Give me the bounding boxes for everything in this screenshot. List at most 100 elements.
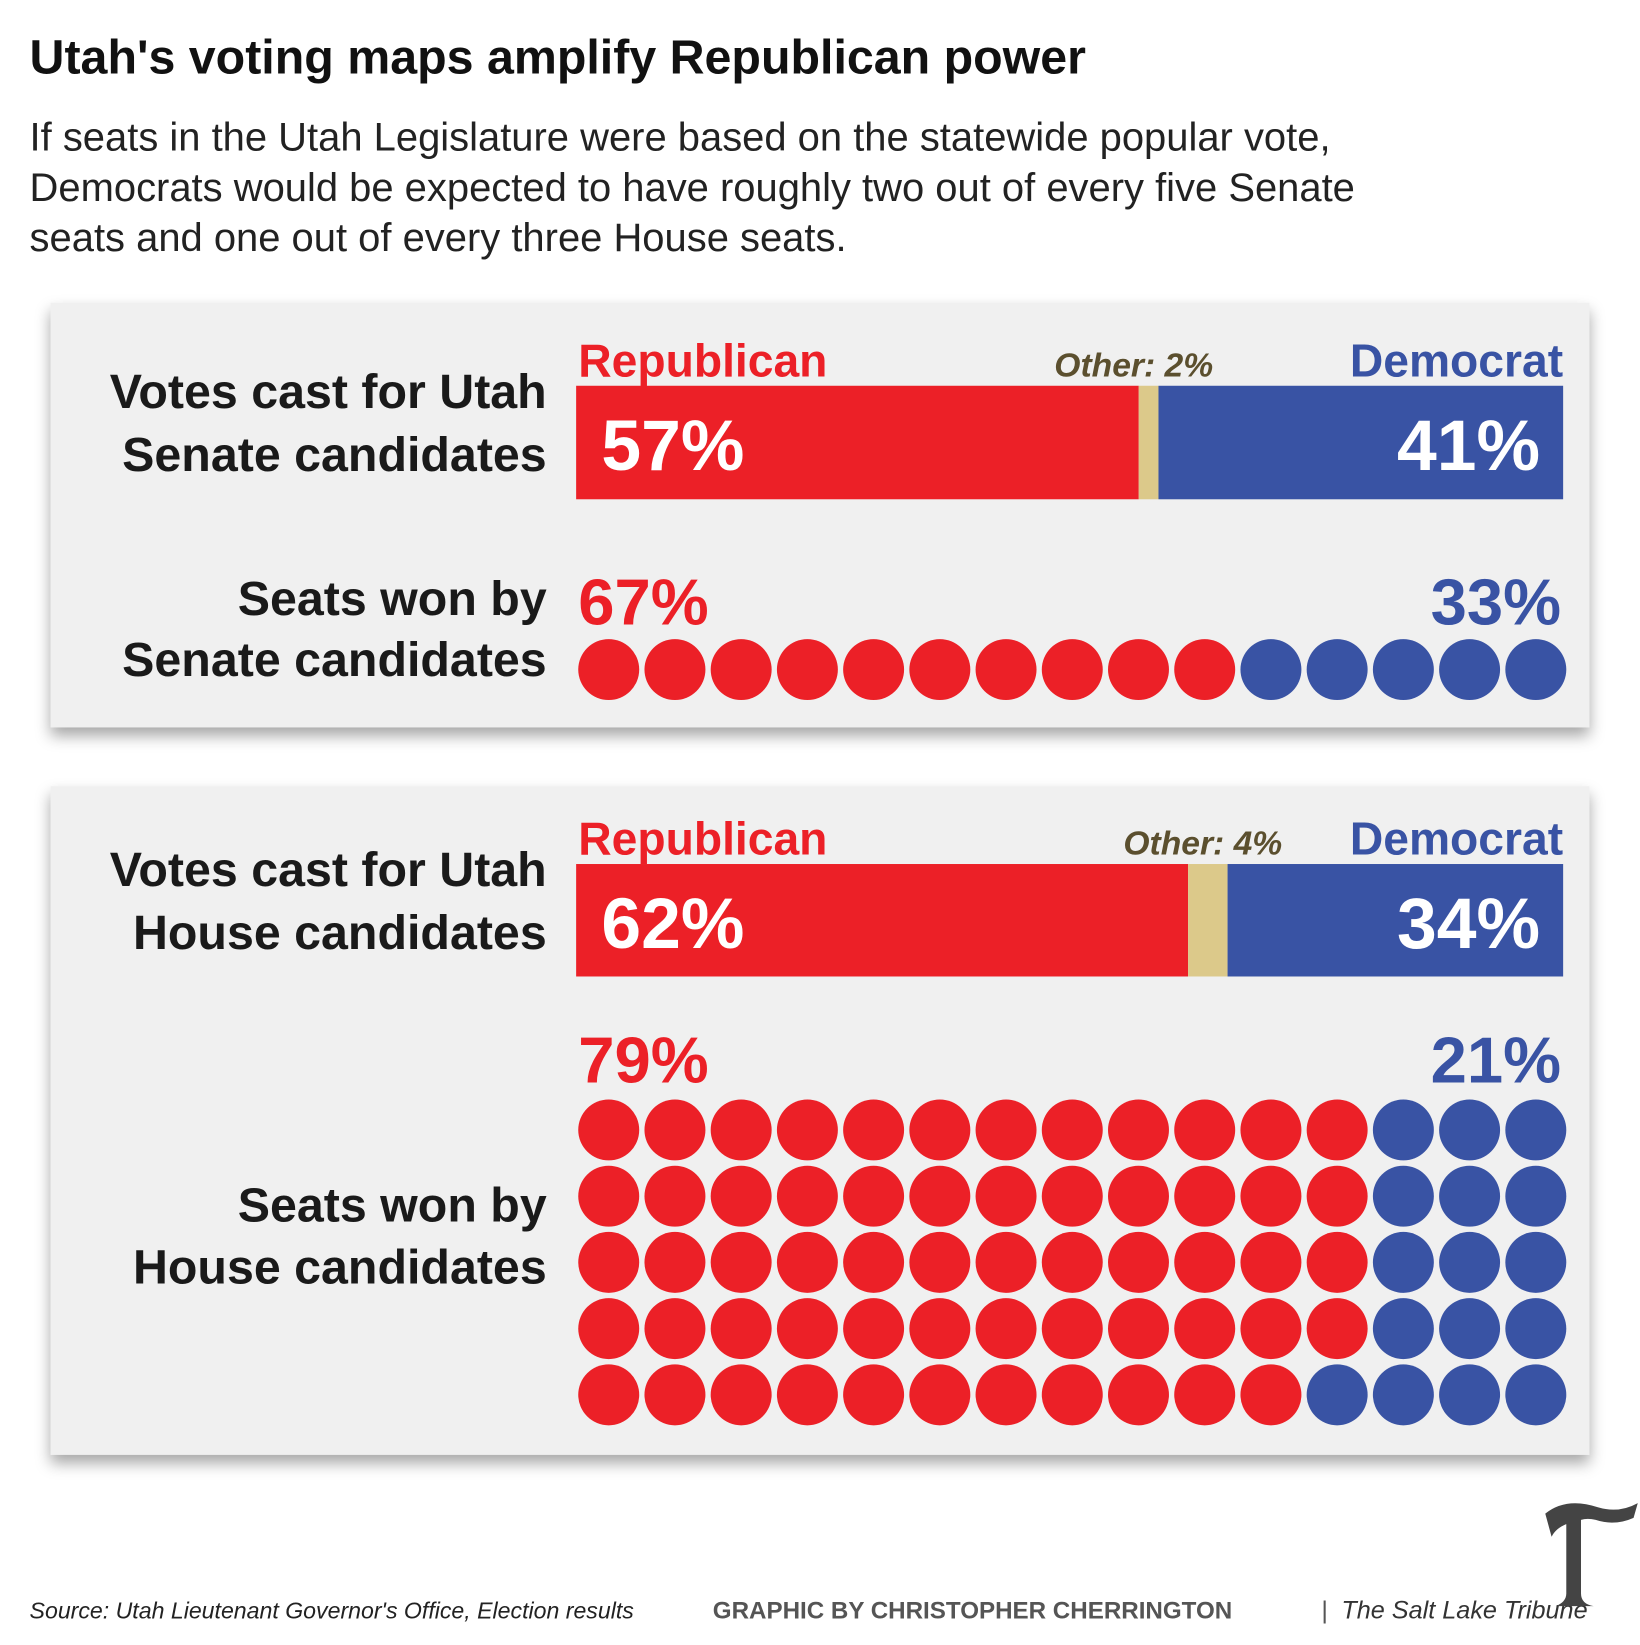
value-label: 62%	[601, 884, 744, 964]
seat-dot	[975, 1231, 1037, 1293]
bar-segment	[576, 864, 1189, 977]
seat-dot	[710, 1364, 772, 1426]
value-label: 21%	[1431, 1024, 1561, 1097]
seat-dot	[578, 1231, 640, 1293]
value-label: 33%	[1431, 565, 1561, 638]
publication: The Salt Lake Tribune	[1341, 1597, 1587, 1625]
seat-dot	[843, 1231, 905, 1293]
legend-label: Democrat	[1350, 813, 1563, 865]
seat-dot	[1240, 1231, 1302, 1293]
seat-dot	[1372, 1099, 1434, 1161]
legend-label: Republican	[578, 813, 827, 865]
seat-dot	[776, 1165, 838, 1227]
seat-dot	[1108, 1298, 1169, 1360]
row-label: Votes cast for Utah	[110, 843, 547, 897]
seat-dot	[710, 1099, 772, 1161]
row-label: Seats won by	[238, 572, 547, 626]
bar-segment	[1188, 864, 1228, 977]
value-label: 34%	[1397, 884, 1540, 964]
seat-dot	[909, 1298, 971, 1360]
seat-dot	[1240, 1364, 1302, 1426]
subtitle-line: Democrats would be expected to have roug…	[30, 166, 1355, 210]
seat-dot	[710, 1231, 772, 1293]
seat-dot	[1041, 1099, 1103, 1161]
row-label: Seats won by	[238, 1178, 547, 1232]
seat-dot	[1240, 1165, 1302, 1227]
seat-dot	[1439, 1364, 1501, 1426]
seat-dot	[578, 1298, 640, 1360]
seat-dot	[1174, 1231, 1236, 1293]
seat-dot	[975, 1298, 1037, 1360]
seat-dot	[1306, 1165, 1368, 1227]
seat-dot	[1240, 1298, 1302, 1360]
seat-dot	[1041, 639, 1103, 701]
row-label: Senate candidates	[122, 428, 547, 482]
seat-dot	[776, 1364, 838, 1426]
seat-dot	[644, 1165, 706, 1227]
source: Source: Utah Lieutenant Governor's Offic…	[30, 1598, 635, 1624]
row-label: House candidates	[133, 906, 547, 960]
seat-dot	[1041, 1298, 1103, 1360]
seat-dot	[710, 1298, 772, 1360]
seat-dot	[1505, 1231, 1567, 1293]
seat-dot	[1108, 1165, 1169, 1227]
seat-dot	[1240, 639, 1302, 701]
seat-dot	[1306, 1099, 1368, 1161]
seat-dot	[909, 1231, 971, 1293]
seat-dot	[776, 1099, 838, 1161]
seat-dot	[975, 639, 1037, 701]
seat-dot	[578, 1364, 640, 1426]
seat-dot	[644, 1231, 706, 1293]
seat-dot	[1306, 1231, 1368, 1293]
seat-dot	[1306, 1364, 1368, 1426]
seat-dot	[578, 1099, 640, 1161]
row-label: Votes cast for Utah	[110, 365, 547, 419]
seat-dot	[1041, 1165, 1103, 1227]
seat-dot	[1306, 1298, 1368, 1360]
value-label: 67%	[578, 565, 708, 638]
seat-dot	[776, 1298, 838, 1360]
credit: GRAPHIC BY CHRISTOPHER CHERRINGTON	[713, 1598, 1232, 1625]
seat-dot	[975, 1364, 1037, 1426]
seat-dot	[776, 639, 838, 701]
seat-dot	[909, 1364, 971, 1426]
seat-dot	[1108, 1231, 1169, 1293]
seat-dot	[1505, 1298, 1567, 1360]
logo	[1545, 1503, 1638, 1607]
seat-dot	[1372, 1231, 1434, 1293]
legend-label: Democrat	[1350, 334, 1563, 386]
bar-segment	[1138, 385, 1159, 500]
seat-dot	[1439, 1298, 1501, 1360]
seat-dot	[1439, 1231, 1501, 1293]
seat-dot	[1174, 1099, 1236, 1161]
seat-dot	[644, 1298, 706, 1360]
seat-dot	[1372, 1298, 1434, 1360]
bar-segment	[1158, 385, 1564, 500]
seat-dot	[710, 639, 772, 701]
separator: |	[1321, 1597, 1328, 1625]
seat-dot	[843, 1364, 905, 1426]
bar-segment	[1227, 864, 1564, 977]
seat-dot	[1505, 1364, 1567, 1426]
seat-dot	[578, 1165, 640, 1227]
value-label: 57%	[601, 406, 744, 486]
seat-dot	[1041, 1364, 1103, 1426]
seat-dot	[843, 1298, 905, 1360]
seat-dot	[1505, 639, 1567, 701]
seat-dot	[1372, 639, 1434, 701]
seat-dot	[843, 1099, 905, 1161]
value-label: Other: 4%	[1123, 826, 1282, 863]
seat-dot	[1174, 639, 1236, 701]
seat-dot	[1306, 639, 1368, 701]
subtitle-line: If seats in the Utah Legislature were ba…	[30, 115, 1331, 159]
logo-glyph	[1545, 1503, 1638, 1607]
seat-dot	[1372, 1364, 1434, 1426]
seat-dot	[975, 1099, 1037, 1161]
seat-dot	[710, 1165, 772, 1227]
value-label: 79%	[578, 1024, 708, 1097]
seat-dot	[1108, 1099, 1169, 1161]
seat-dot	[1041, 1231, 1103, 1293]
seat-dot	[909, 1099, 971, 1161]
